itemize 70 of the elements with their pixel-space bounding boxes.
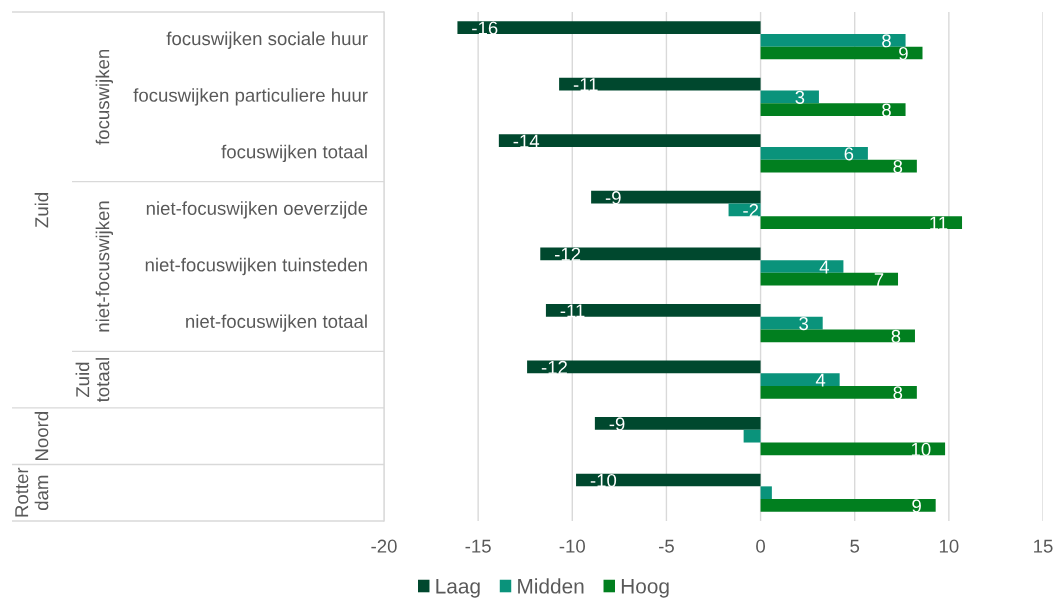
data-label: 4 xyxy=(819,260,829,274)
bar xyxy=(760,329,915,343)
x-tick-label: 5 xyxy=(850,539,860,553)
y-tick-label: focuswijken particuliere huur xyxy=(133,88,368,106)
data-label: 3 xyxy=(799,316,808,331)
bar xyxy=(559,77,761,91)
bar xyxy=(760,373,840,386)
bar xyxy=(760,486,772,500)
bar xyxy=(760,385,917,399)
data-label: 8 xyxy=(893,160,903,174)
text: Rotter dam xyxy=(15,467,49,517)
bar xyxy=(760,103,906,116)
x-tick-label: -15 xyxy=(465,539,491,553)
bar xyxy=(594,417,761,430)
y-tick-label: niet-focuswijken tuinsteden xyxy=(145,257,367,276)
bar xyxy=(760,46,923,60)
x-tick-label: 0 xyxy=(756,539,766,553)
data-label: -11 xyxy=(560,304,585,318)
bar xyxy=(760,33,906,47)
y-tick-label: niet-focuswijken totaal xyxy=(186,314,367,332)
bar xyxy=(576,473,761,487)
y-tick-label: focuswijken sociale huur xyxy=(166,31,368,49)
x-tick-label: -5 xyxy=(658,539,674,553)
data-label: 8 xyxy=(893,386,903,400)
bar xyxy=(760,260,844,273)
x-tick-label: 10 xyxy=(939,539,959,553)
legend-label: Laag xyxy=(436,579,480,598)
bar xyxy=(545,303,761,317)
data-label: -12 xyxy=(541,360,567,374)
data-label: -9 xyxy=(605,191,621,205)
data-label: 10 xyxy=(911,442,931,456)
y-tick-label: focuswijken totaal xyxy=(221,144,367,163)
bar xyxy=(591,190,761,204)
data-label: -12 xyxy=(554,247,581,261)
data-label: 3 xyxy=(795,90,805,104)
data-label: -2 xyxy=(743,203,759,217)
data-label: 8 xyxy=(882,34,891,48)
bar xyxy=(527,360,761,374)
x-tick-label: -10 xyxy=(559,539,586,553)
bar xyxy=(760,442,946,456)
bar xyxy=(760,90,819,104)
bar xyxy=(760,316,823,330)
bar xyxy=(760,159,917,173)
bar xyxy=(760,216,963,230)
text: focuswijken xyxy=(95,49,113,145)
bar xyxy=(743,429,761,443)
bar xyxy=(760,499,936,512)
bar xyxy=(760,272,899,286)
text: Noord xyxy=(34,412,49,460)
data-label: -9 xyxy=(609,417,625,431)
text: Zuid totaal xyxy=(75,358,110,403)
x-tick-label: 15 xyxy=(1034,539,1053,553)
data-label: 7 xyxy=(874,273,884,287)
text: niet-focuswijken xyxy=(95,201,113,332)
bar xyxy=(457,21,761,34)
text: Zuid xyxy=(34,193,49,228)
data-label: 8 xyxy=(891,329,901,343)
data-label: -11 xyxy=(573,78,598,91)
y-tick-label: niet-focuswijken oeverzijde xyxy=(146,201,368,219)
data-label: 9 xyxy=(899,46,908,61)
data-label: 6 xyxy=(844,147,854,161)
bar xyxy=(760,147,868,160)
legend-label: Midden xyxy=(518,578,584,594)
x-tick-label: -20 xyxy=(371,539,397,553)
bar xyxy=(540,247,761,261)
data-label: -10 xyxy=(590,473,617,488)
data-label: 9 xyxy=(912,499,921,513)
bar xyxy=(498,134,761,148)
data-label: 4 xyxy=(815,373,826,387)
legend-label: Hoog xyxy=(621,579,669,598)
